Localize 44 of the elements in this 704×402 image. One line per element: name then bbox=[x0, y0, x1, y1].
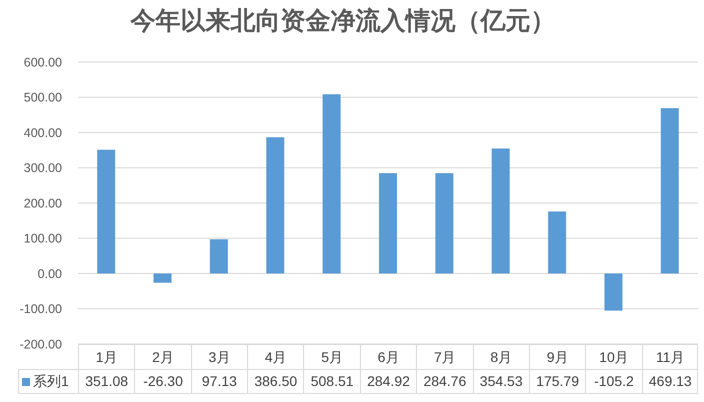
bar bbox=[378, 173, 397, 274]
x-tick-label: 5月 bbox=[303, 344, 360, 369]
y-tick-label: -200.00 bbox=[20, 337, 62, 352]
data-label: -26.30 bbox=[134, 369, 191, 393]
bar bbox=[154, 274, 172, 283]
bar bbox=[660, 108, 679, 274]
y-tick-label: 0.00 bbox=[38, 266, 62, 281]
data-label: 175.79 bbox=[528, 369, 586, 393]
bar bbox=[548, 212, 566, 274]
data-label: 284.76 bbox=[416, 369, 473, 393]
bar bbox=[210, 239, 228, 274]
bar bbox=[97, 150, 116, 274]
x-tick-label: 11月 bbox=[642, 344, 698, 369]
legend-label: 系列1 bbox=[33, 372, 69, 390]
x-tick-label: 10月 bbox=[585, 344, 642, 369]
data-label: 351.08 bbox=[78, 369, 134, 393]
y-tick-label: 400.00 bbox=[24, 126, 62, 140]
x-tick-label: 2月 bbox=[134, 344, 191, 369]
data-label: 469.13 bbox=[642, 369, 698, 393]
y-tick-label: 300.00 bbox=[24, 161, 62, 176]
bar bbox=[322, 94, 341, 274]
chart-title: 今年以来北向资金净流入情况（亿元） bbox=[129, 6, 556, 37]
bar bbox=[604, 274, 622, 311]
bar bbox=[266, 137, 284, 274]
x-tick-label: 4月 bbox=[247, 344, 304, 369]
bar bbox=[435, 173, 454, 274]
x-tick-label: 9月 bbox=[528, 344, 586, 369]
data-label: 386.50 bbox=[247, 369, 304, 393]
y-tick-label: -100.00 bbox=[20, 302, 62, 316]
x-tick-label: 7月 bbox=[416, 344, 473, 369]
y-tick-label: 200.00 bbox=[24, 196, 62, 210]
bar bbox=[492, 148, 510, 274]
data-label: -105.2 bbox=[585, 369, 642, 393]
x-tick-label: 3月 bbox=[190, 344, 248, 369]
data-label: 354.53 bbox=[472, 369, 529, 393]
y-tick-label: 600.00 bbox=[24, 55, 62, 70]
x-tick-label: 1月 bbox=[78, 344, 134, 369]
x-tick-label: 8月 bbox=[472, 344, 529, 369]
data-label: 97.13 bbox=[190, 369, 248, 393]
data-label: 284.92 bbox=[360, 369, 416, 393]
y-tick-label: 100.00 bbox=[24, 232, 62, 246]
y-tick-label: 500.00 bbox=[24, 90, 62, 105]
data-label: 508.51 bbox=[303, 369, 360, 393]
x-tick-label: 6月 bbox=[360, 344, 416, 369]
